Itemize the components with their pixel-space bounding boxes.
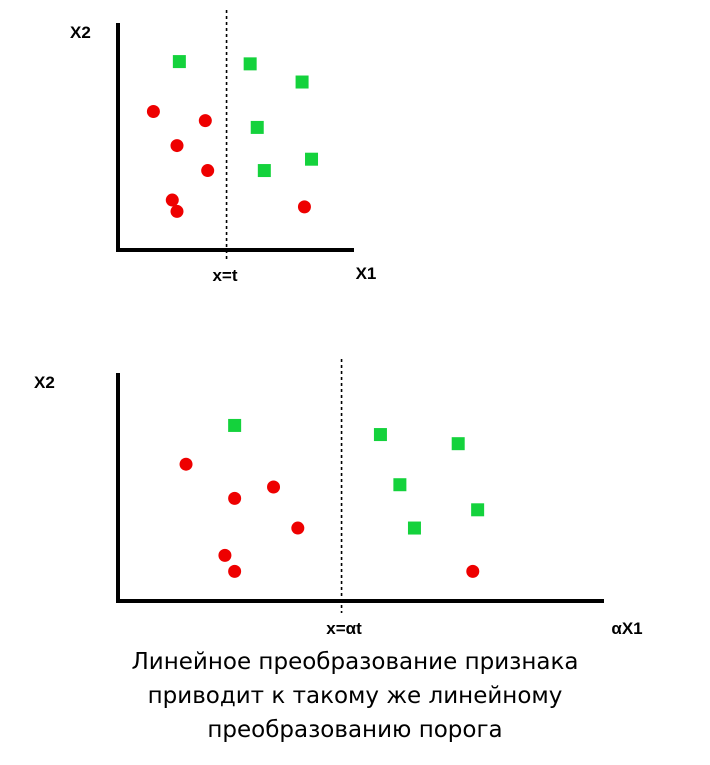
top-red-circle-point-5 [165, 193, 179, 207]
bottom-red-circle-point-5 [218, 548, 232, 562]
bottom-red-circle-point-3 [267, 480, 281, 494]
top-green-square-point-5 [257, 164, 271, 178]
bottom-green-square-point-5 [471, 503, 485, 517]
top-red-circle-point-4 [201, 164, 215, 178]
bottom-plot: X2 x=αt αX1 [34, 359, 643, 638]
bottom-green-square-point-6 [407, 521, 421, 535]
top-threshold-label: x=t [212, 266, 237, 285]
top-red-circle-point-1 [146, 105, 160, 119]
bottom-axes [116, 373, 604, 603]
top-x-axis-label: X1 [356, 264, 377, 283]
bottom-green-square-point-1 [228, 418, 242, 432]
bottom-red-circle-point-7 [466, 564, 480, 578]
bottom-x-axis-label: αX1 [611, 619, 642, 638]
top-green-square-point-1 [172, 55, 186, 69]
caption-line-1: Линейное преобразование признака [131, 649, 579, 675]
bottom-threshold-label: x=αt [326, 619, 362, 638]
bottom-data-points [179, 418, 485, 578]
caption-line-2: приводит к такому же линейному [147, 683, 563, 709]
bottom-green-square-point-2 [373, 428, 387, 442]
bottom-red-circle-point-4 [291, 521, 305, 535]
top-green-square-point-2 [243, 57, 257, 71]
top-axes [116, 23, 354, 252]
top-red-circle-point-3 [170, 139, 184, 153]
top-green-square-point-4 [250, 120, 264, 134]
bottom-green-square-point-4 [393, 478, 407, 492]
top-red-circle-point-2 [198, 114, 212, 128]
top-data-points [146, 55, 319, 218]
bottom-red-circle-point-1 [179, 457, 193, 471]
caption: Линейное преобразование признака приводи… [0, 645, 710, 747]
top-red-circle-point-7 [297, 200, 311, 214]
top-red-circle-point-6 [170, 204, 184, 218]
bottom-red-circle-point-2 [228, 491, 242, 505]
bottom-red-circle-point-6 [228, 564, 242, 578]
bottom-green-square-point-3 [451, 437, 465, 451]
top-green-square-point-3 [295, 75, 309, 89]
top-plot: X2 x=t X1 [70, 10, 376, 285]
top-y-axis-label: X2 [70, 23, 91, 42]
bottom-y-axis-label: X2 [34, 373, 55, 392]
caption-line-3: преобразованию порога [207, 717, 503, 743]
top-green-square-point-6 [305, 152, 319, 166]
